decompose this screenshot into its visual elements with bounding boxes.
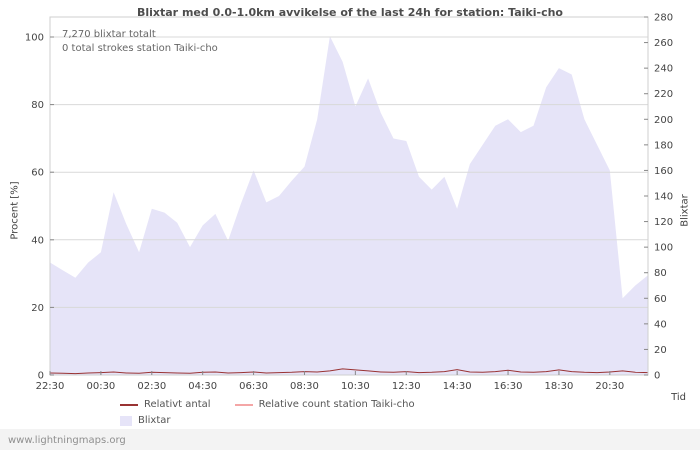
x-tick-label: 18:30: [545, 381, 574, 392]
left-tick-label: 40: [31, 235, 44, 246]
x-tick-label: 12:30: [392, 381, 421, 392]
line-relativt-antal: [49, 368, 649, 375]
right-tick-label: 200: [654, 115, 673, 126]
x-tick-label: 20:30: [595, 381, 624, 392]
legend-swatch-blixtar: [120, 415, 132, 426]
right-tick-label: 240: [654, 64, 673, 75]
x-tick-label: 04:30: [188, 381, 217, 392]
x-tick-label: 16:30: [494, 381, 523, 392]
legend-row-lines: Relativt antal Relative count station Ta…: [120, 399, 580, 410]
right-axis-label: Blixtar: [679, 194, 691, 227]
right-tick-label: 100: [654, 243, 673, 254]
annotation-station-strokes: 0 total strokes station Taiki-cho: [62, 43, 218, 54]
left-tick-label: 20: [31, 303, 44, 314]
right-tick-label: 40: [654, 319, 667, 330]
chart-title: Blixtar med 0.0-1.0km avvikelse of the l…: [136, 6, 563, 19]
left-tick-label: 0: [38, 371, 44, 382]
left-tick-label: 80: [31, 100, 44, 111]
x-tick-label: 22:30: [36, 381, 65, 392]
right-tick-label: 260: [654, 38, 673, 49]
x-tick-label: 02:30: [137, 381, 166, 392]
legend-label-relativt-antal: Relativt antal: [144, 399, 211, 410]
right-tick-label: 180: [654, 140, 673, 151]
right-tick-label: 220: [654, 89, 673, 100]
legend-swatch-relative-count-station: [234, 403, 253, 406]
x-tick-label: 00:30: [86, 381, 115, 392]
annotation-total-strikes: 7,270 blixtar totalt: [62, 29, 156, 40]
area-blixtar: [50, 36, 648, 375]
left-axis-label: Procent [%]: [9, 181, 21, 240]
right-tick-label: 140: [654, 192, 673, 203]
legend: Relativt antal Relative count station Ta…: [0, 399, 700, 426]
legend-label-relative-count-station: Relative count station Taiki-cho: [258, 399, 415, 410]
x-axis-label: Tid: [671, 392, 686, 403]
watermark: www.lightningmaps.org: [8, 435, 126, 446]
left-tick-label: 60: [31, 168, 44, 179]
right-tick-label: 60: [654, 294, 667, 305]
legend-label-blixtar: Blixtar: [138, 415, 171, 426]
right-tick-label: 20: [654, 345, 667, 356]
legend-row-area: Blixtar: [120, 415, 580, 426]
x-tick-label: 10:30: [341, 381, 370, 392]
right-tick-label: 120: [654, 217, 673, 228]
left-tick-label: 100: [25, 33, 44, 44]
x-tick-label: 08:30: [290, 381, 319, 392]
right-tick-label: 0: [654, 371, 660, 382]
right-tick-label: 160: [654, 166, 673, 177]
right-tick-label: 280: [654, 13, 673, 24]
x-tick-label: 14:30: [443, 381, 472, 392]
footer-band: [0, 429, 700, 450]
x-tick-label: 06:30: [239, 381, 268, 392]
legend-swatch-relativt-antal: [120, 403, 138, 406]
right-tick-label: 80: [654, 268, 667, 279]
